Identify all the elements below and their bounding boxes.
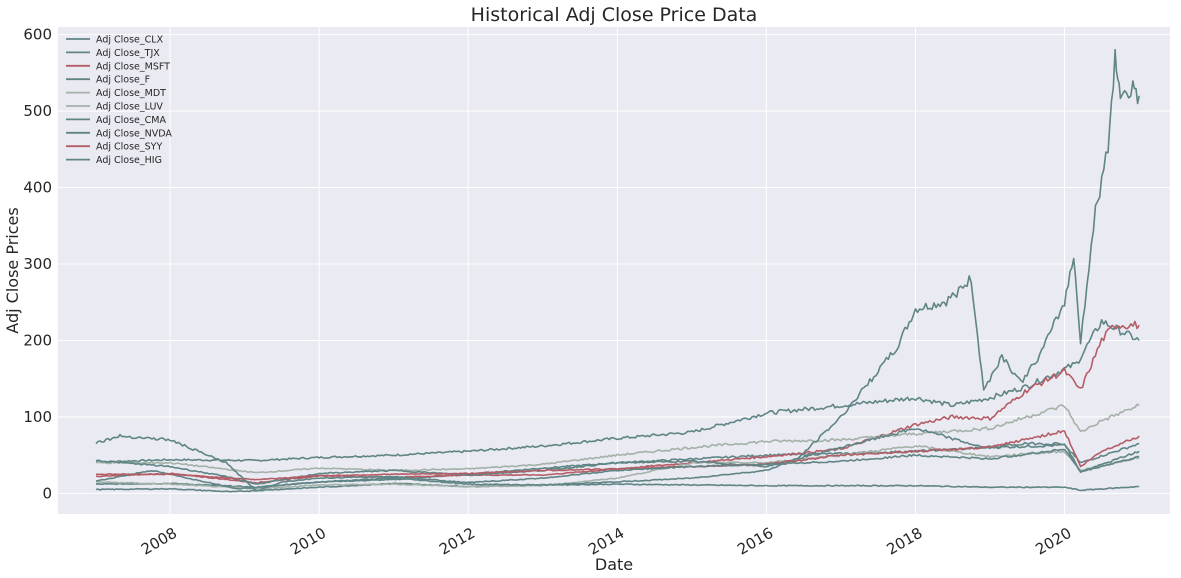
y-tick-label: 600 xyxy=(23,26,52,44)
series-line-adj-close_cma xyxy=(95,428,1140,485)
y-tick-label: 0 xyxy=(42,484,52,502)
legend-label: Adj Close_NVDA xyxy=(96,128,172,139)
series-line-adj-close_syy xyxy=(95,429,1140,481)
legend-label: Adj Close_TJX xyxy=(96,48,160,59)
x-tick-label: 2018 xyxy=(883,524,925,559)
chart-title: Historical Adj Close Price Data xyxy=(471,4,758,26)
legend-label: Adj Close_MDT xyxy=(96,88,166,99)
legend-label: Adj Close_CMA xyxy=(96,115,166,126)
x-tick-label: 2012 xyxy=(436,524,478,559)
y-tick-label: 500 xyxy=(23,102,52,120)
x-tick-label: 2014 xyxy=(585,524,627,559)
legend-label: Adj Close_LUV xyxy=(96,102,163,113)
series-line-adj-close_clx xyxy=(95,318,1140,464)
x-tick-label: 2010 xyxy=(287,524,329,559)
y-tick-label: 400 xyxy=(23,179,52,197)
x-tick-label: 2016 xyxy=(734,524,776,559)
x-axis-label: Date xyxy=(595,555,633,574)
legend-label: Adj Close_MSFT xyxy=(96,61,170,72)
legend-label: Adj Close_SYY xyxy=(96,142,162,153)
legend-label: Adj Close_CLX xyxy=(96,35,164,46)
series-line-adj-close_hig xyxy=(95,433,1140,492)
x-tick-label: 2020 xyxy=(1032,524,1074,559)
x-tick-label: 2008 xyxy=(138,524,180,559)
series-line-adj-close_mdt xyxy=(95,403,1140,474)
y-tick-label: 200 xyxy=(23,331,52,349)
y-tick-label: 300 xyxy=(23,255,52,273)
legend-label: Adj Close_F xyxy=(96,75,150,86)
series-line-adj-close_f xyxy=(95,482,1140,493)
plot-background xyxy=(58,27,1170,514)
series-lines xyxy=(95,48,1140,493)
y-axis-label: Adj Close Prices xyxy=(3,207,22,333)
y-tick-label: 100 xyxy=(23,408,52,426)
legend: Adj Close_CLX Adj Close_TJX Adj Close_MSFT… xyxy=(66,35,172,166)
legend-label: Adj Close_HIG xyxy=(96,155,162,166)
series-line-adj-close_luv xyxy=(95,444,1140,490)
